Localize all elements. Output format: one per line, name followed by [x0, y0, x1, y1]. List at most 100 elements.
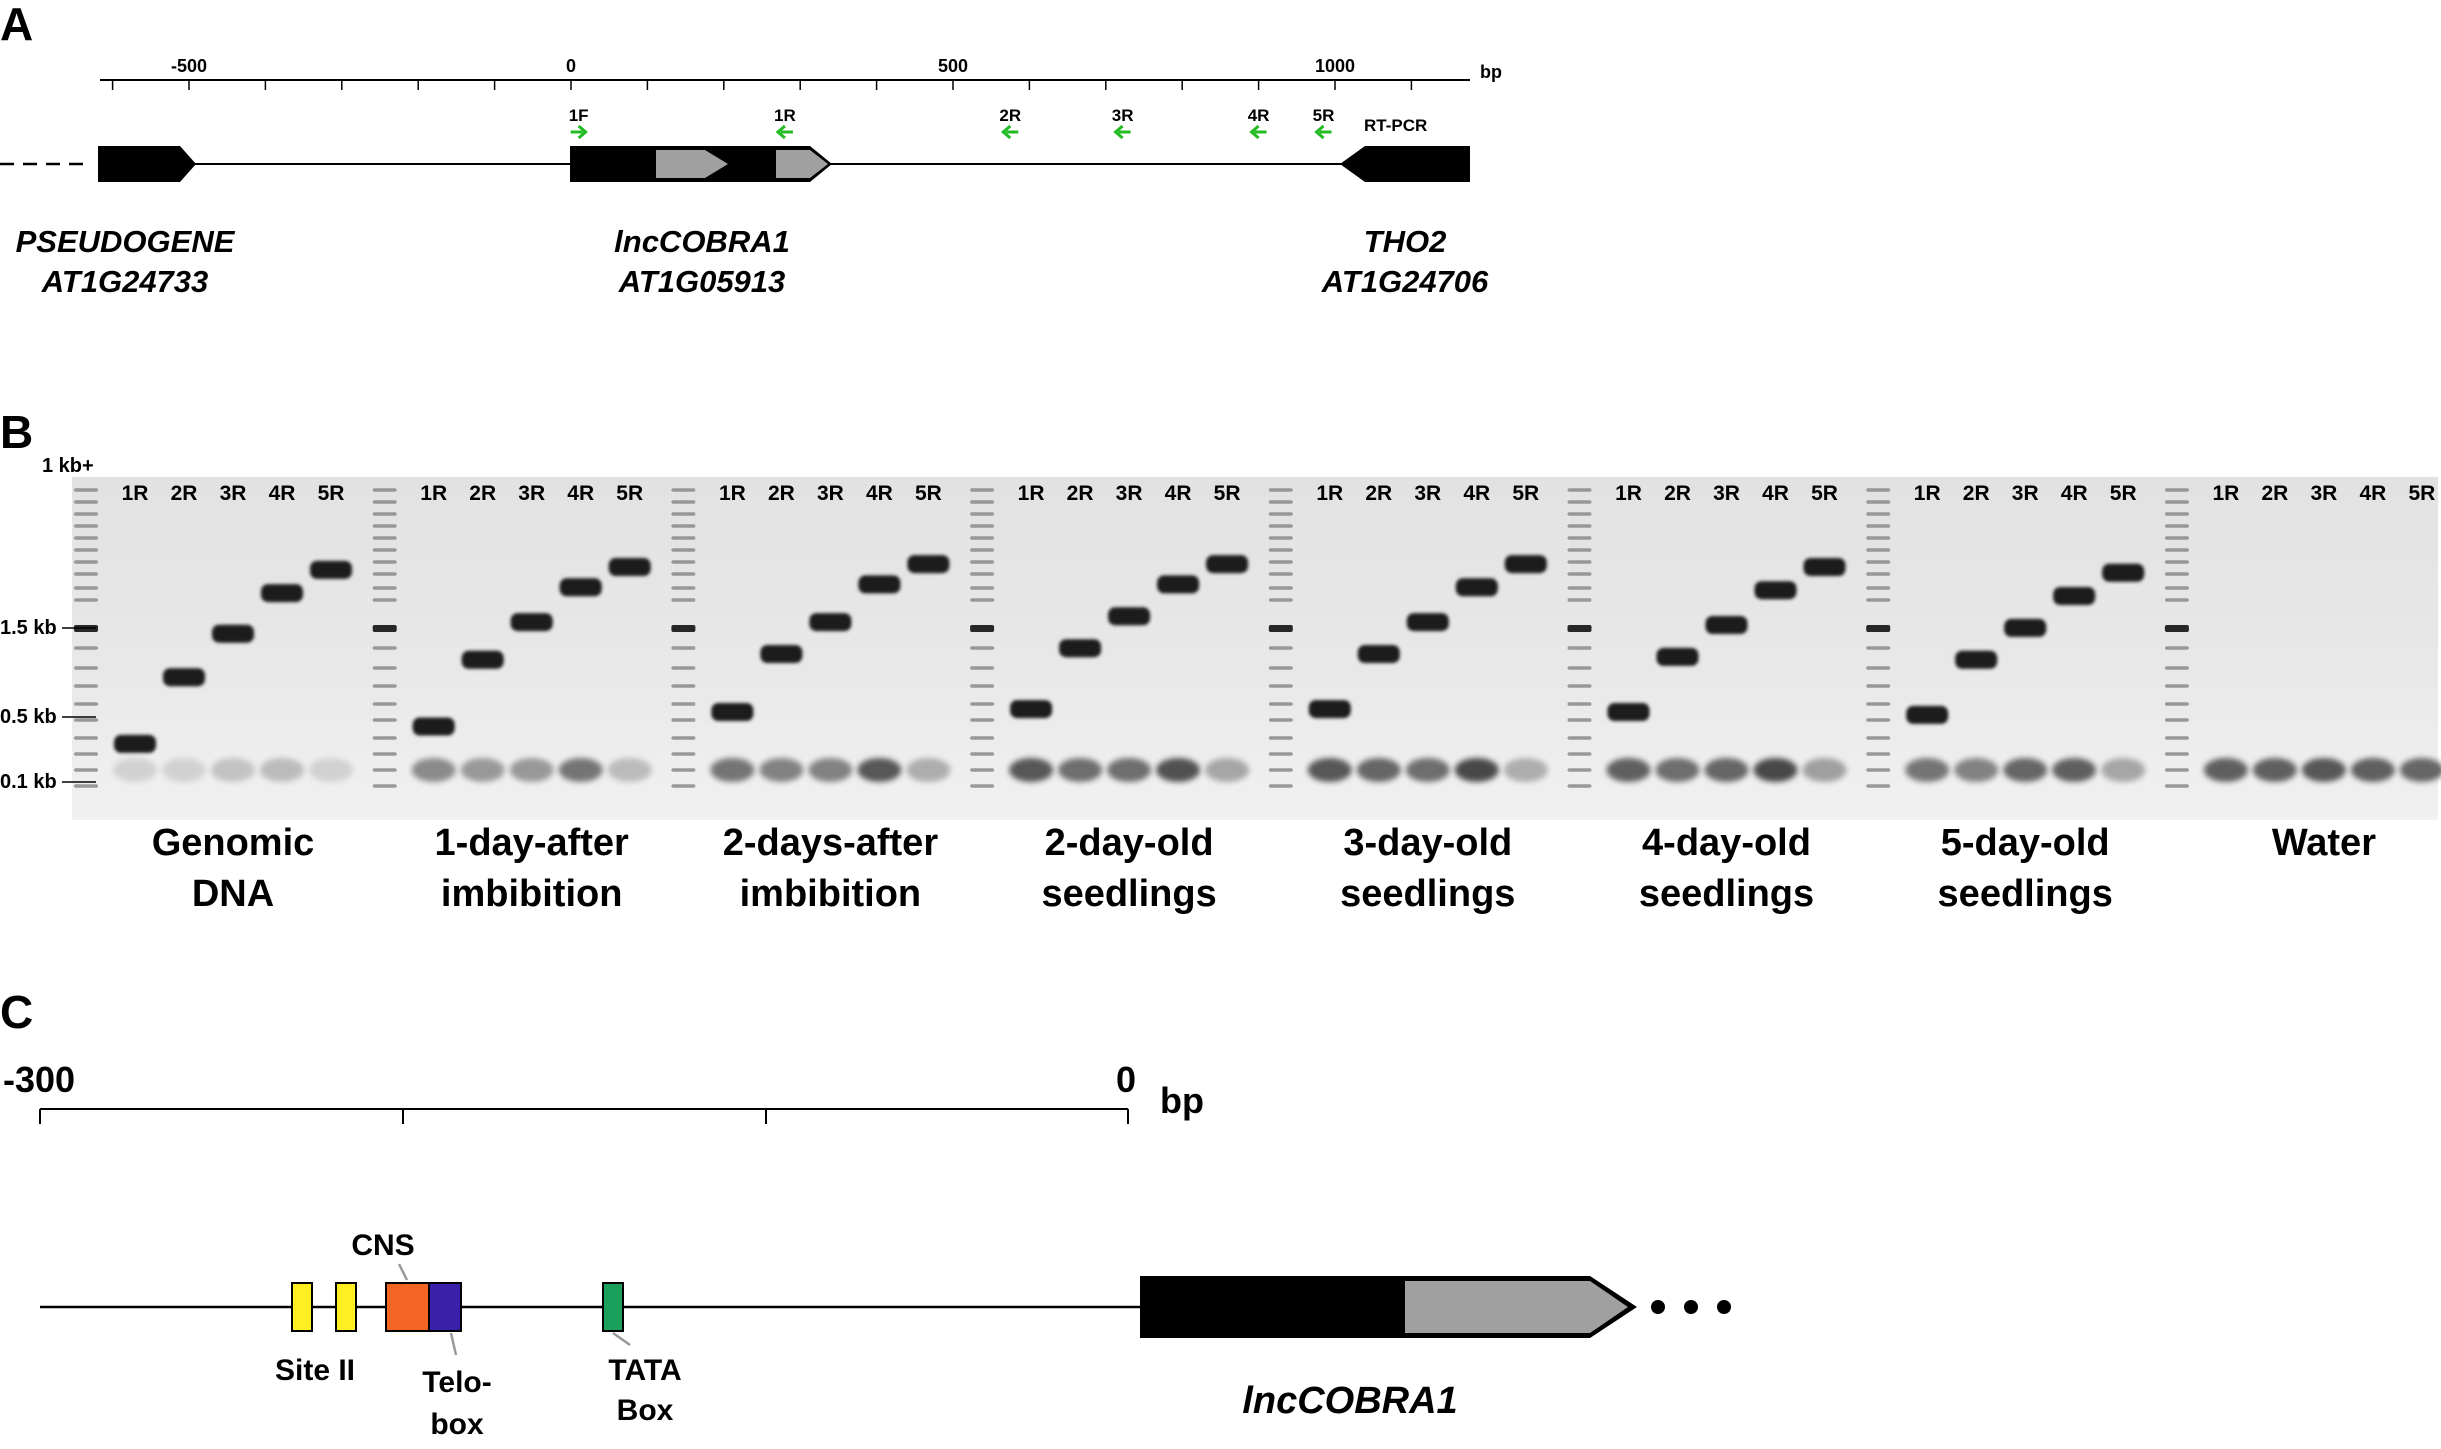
primer-dimer-band [2052, 758, 2097, 782]
ladder-band [74, 586, 98, 590]
ladder-band [1567, 718, 1592, 722]
ladder-band [970, 572, 995, 576]
panel-c-letter: C [0, 986, 33, 1038]
ladder-band [2164, 666, 2189, 670]
pcr-band [163, 668, 205, 687]
ladder-band [970, 684, 995, 688]
tata-leader-line [612, 1331, 631, 1347]
ladder-band [970, 646, 995, 650]
ladder-band [970, 536, 995, 540]
ladder-band [970, 768, 995, 772]
panel-c-ruler: -300 0 bp [3, 1059, 1204, 1124]
pcr-band [1705, 616, 1748, 634]
cns-label: CNS [351, 1229, 414, 1262]
ladder-band [970, 702, 995, 706]
ladder-band [1567, 598, 1592, 602]
ladder-band [2164, 536, 2189, 540]
ladder-band [1866, 768, 1891, 772]
primer-dimer-band [1205, 758, 1250, 782]
ladder-band [2164, 586, 2189, 590]
lane-label: 1R [1316, 482, 1343, 505]
ladder-band [970, 784, 995, 788]
cns-box [385, 1282, 430, 1332]
ladder-band [372, 536, 397, 540]
ladder-band [671, 768, 696, 772]
ladder-band [1567, 702, 1592, 706]
ladder-band [74, 718, 98, 722]
primer-dimer-band [857, 758, 902, 782]
ladder-band [1866, 586, 1891, 590]
lane-label: 5R [1512, 482, 1539, 505]
ladder-band [1268, 512, 1293, 516]
ladder-band [671, 524, 696, 528]
ladder-band [970, 488, 995, 492]
pcr-band [1206, 555, 1249, 574]
primer-dimer-band [411, 758, 456, 782]
ladder-band [970, 524, 995, 528]
lane-label: 3R [518, 482, 545, 505]
c-gene-core [1405, 1281, 1628, 1333]
ladder-band [1567, 768, 1592, 772]
ladder-band [1268, 488, 1293, 492]
ladder-band [1866, 524, 1891, 528]
ladder-band [1567, 586, 1592, 590]
primer-arrow-3r [1113, 124, 1131, 140]
pcr-band [1656, 647, 1699, 666]
ladder-band [74, 646, 98, 650]
ladder-band [74, 666, 98, 670]
ladder-band [1866, 666, 1891, 670]
primer-arrow-1f [570, 124, 588, 140]
ladder-band [74, 752, 98, 756]
condition-label-line2: seedlings [1340, 873, 1515, 915]
ladder-lane [372, 488, 397, 788]
ladder-band [671, 548, 696, 552]
lane-label: 2R [768, 482, 795, 505]
pcr-band [1504, 555, 1547, 574]
lane-label: 4R [1165, 482, 1192, 505]
ladder-band [372, 488, 397, 492]
ladder-band [1866, 560, 1891, 564]
ladder-band [970, 736, 995, 740]
ladder-band [671, 752, 696, 756]
primer-dimer-band [1058, 758, 1103, 782]
gel-content: 1R 2R 3R 4R 5R 1R 2R 3R 4R 5R 1R 2R 3R 4R 5R 1R 2R 3R 4R 5R… [74, 482, 2441, 788]
condition-label-line2: seedlings [1938, 873, 2113, 915]
lane-label: 4R [866, 482, 893, 505]
ladder-band [372, 752, 397, 756]
lnccobra1-name: lncCOBRA1 [614, 224, 790, 259]
ruler-tick-label: 1000 [1315, 56, 1355, 76]
lane-label: 4R [1463, 482, 1490, 505]
ladder-band [1567, 536, 1592, 540]
ladder-band [1866, 488, 1891, 492]
ladder-band [1268, 598, 1293, 602]
ladder-band [2164, 646, 2189, 650]
ladder-band [1866, 784, 1891, 788]
lane-label: 2R [2261, 482, 2288, 505]
ladder-band [1866, 548, 1891, 552]
ladder-band [2164, 768, 2189, 772]
ladder-band [671, 646, 696, 650]
pcr-band [809, 613, 852, 632]
lane-label: 5R [2408, 482, 2435, 505]
primer-dimer-band [460, 758, 505, 782]
scale-end-label: 0 [1116, 1059, 1136, 1100]
pcr-band [114, 734, 156, 753]
ladder-band [1866, 598, 1891, 602]
ladder-band [970, 512, 995, 516]
ladder-band [1567, 488, 1592, 492]
ladder-band [1866, 752, 1891, 756]
lane-label: 1R [1018, 482, 1045, 505]
ladder-band [2164, 684, 2189, 688]
ladder-band [74, 572, 98, 576]
ladder-band [1567, 666, 1592, 670]
primer-arrow-2r [1000, 124, 1019, 140]
pseudogene-id: AT1G24733 [41, 264, 209, 299]
pcr-band [261, 584, 303, 603]
ladder-band [671, 488, 696, 492]
size-marker-0-1kb: 0.1 kb [0, 771, 57, 793]
ladder-band [372, 684, 397, 688]
ladder-band [2164, 500, 2189, 504]
condition-label-line1: 1-day-after [435, 822, 629, 864]
condition-label-line2: DNA [192, 873, 274, 915]
ladder-band [1866, 702, 1891, 706]
